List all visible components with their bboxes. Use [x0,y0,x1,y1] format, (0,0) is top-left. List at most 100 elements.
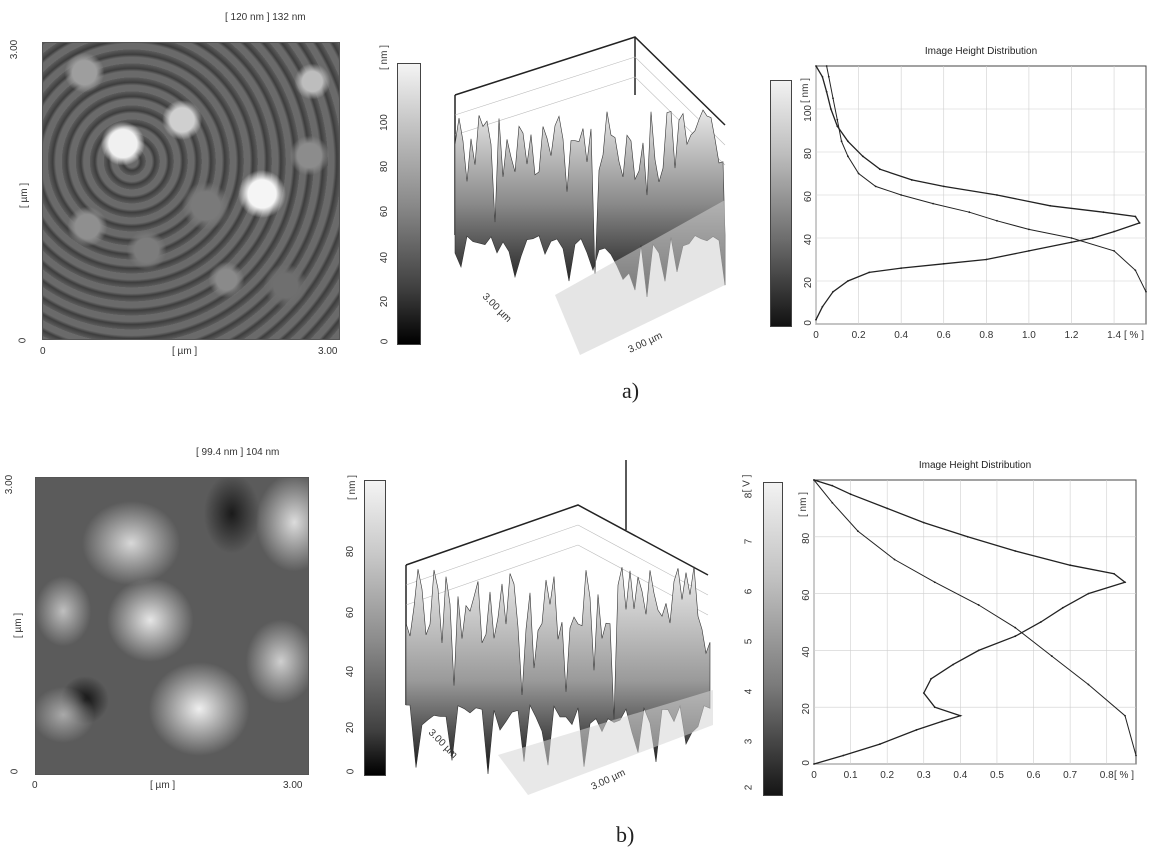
colorbar-b-tick: 40 [345,665,357,678]
y-tick-label: 0 [803,320,814,326]
surface-b-axis-x: 3.00 µm [590,767,628,792]
x-tick-label: 0.2 [880,770,894,781]
hist-colorbar-b-tick: 5 [743,638,755,645]
y-tick-label: 20 [801,703,812,715]
afm-x-label: [ µm ] [150,780,176,791]
y-axis-label: [ nm ] [798,492,809,517]
distribution-point [933,706,936,709]
surface-a-axis-x: 3.00 µm [627,330,665,355]
afm-image [35,477,309,775]
x-tick-label: 1.4 [1107,330,1121,341]
distribution-point [1039,621,1042,623]
distribution-point [886,507,889,510]
x-tick-label: 0.8 [1100,770,1114,781]
afm-header: [ 99.4 nm ] 104 nm [196,447,280,458]
cumulative-point [832,97,834,100]
x-axis-label: [ % ] [1124,330,1144,341]
y-tick-label: 40 [803,234,814,246]
colorbar-a [397,63,421,345]
y-tick-label: 80 [803,148,814,160]
distribution-point [831,484,834,487]
afm-image [42,42,340,340]
cumulative-point [825,65,828,67]
cumulative-point [932,202,934,205]
colorbar-a-tick: 80 [379,160,391,173]
cumulative-point [900,194,903,196]
cumulative-point [857,172,860,175]
cumulative-point [1124,714,1126,717]
cumulative-point [1070,237,1073,239]
afm-x-tick-right: 3.00 [318,346,338,357]
cumulative-point [1050,655,1053,657]
distribution-point [952,663,954,666]
colorbar-a-tick: 20 [379,295,391,308]
x-tick-label: 0.4 [894,330,908,341]
distribution-point [825,90,828,93]
cumulative-point [813,479,815,481]
distribution-point [915,729,918,731]
afm-y-tick-top: 3.00 [4,474,16,495]
distribution-point [861,155,864,158]
colorbar-a-tick: 40 [379,251,391,264]
distribution-point [1102,211,1105,214]
afm-x-tick-right: 3.00 [283,780,303,791]
distribution-point [1087,592,1090,595]
cumulative-point [874,185,877,188]
x-tick-label: 0 [811,770,817,781]
distribution-point [942,185,945,188]
cumulative-point [1135,754,1137,757]
caption-a: a) [622,378,640,403]
distribution-point [959,714,962,717]
afm-x-label: [ µm ] [172,346,198,357]
distribution-point [930,677,932,680]
height-distribution-chart-a: Image Height Distribution 0 0.2 0.4 0.6 0.8 1.… [800,46,1147,341]
chart-title: Image Height Distribution [919,460,1031,471]
distribution-point [1138,222,1141,224]
x-tick-label: 0.5 [990,770,1004,781]
distribution-point [842,754,845,757]
afm-header: [ 120 nm ] 132 nm [225,12,306,23]
distribution-point [832,290,834,293]
colorbar-b [364,480,386,776]
colorbar-b-tick: 0 [345,768,357,775]
plot-area [813,479,1137,765]
y-tick-label: 40 [801,646,812,658]
y-tick-label: 0 [801,760,812,766]
distribution-point [878,743,881,746]
distribution-point [966,535,969,538]
hist-colorbar-b [763,482,783,796]
x-tick-label: 0.4 [953,770,967,781]
surface-a-axis-y: 3.00 µm [480,291,513,324]
y-tick-label: 60 [801,589,812,601]
afm-y-label: [ µm ] [13,612,25,639]
hist-colorbar-b-tick: 6 [743,588,755,595]
x-tick-label: 0.8 [979,330,993,341]
distribution-point [942,262,945,265]
x-tick-label: 0.7 [1063,770,1077,781]
hist-colorbar-a [770,80,792,327]
distribution-point [815,65,817,67]
y-tick-label: 100 [803,105,814,122]
afm-x-tick-left: 0 [40,346,46,357]
y-tick-label: 20 [803,277,814,289]
distribution-point [1028,250,1030,252]
distribution-point [813,763,815,765]
cumulative-point [977,604,980,606]
hist-colorbar-b-unit: [ V ] [741,474,753,493]
cumulative-point [831,501,834,504]
distribution-point [1113,572,1115,575]
chart-title: Image Height Distribution [925,46,1037,57]
colorbar-b-unit: [ nm ] [347,474,359,501]
x-tick-label: 0.6 [937,330,951,341]
height-distribution-chart-b: Image Height Distribution 0 0.1 0.2 0.3 0.4 0.… [798,460,1137,781]
cumulative-point [1028,228,1030,231]
colorbar-a-tick: 100 [378,114,390,131]
distribution-point [941,720,943,723]
distribution-point [849,493,852,496]
afm-y-tick-bottom: 0 [9,768,21,775]
cumulative-point [893,558,896,561]
cumulative-point [996,219,998,222]
cumulative-point [836,118,839,121]
colorbar-a-tick: 60 [379,205,391,218]
colorbar-b-tick: 60 [345,606,357,619]
